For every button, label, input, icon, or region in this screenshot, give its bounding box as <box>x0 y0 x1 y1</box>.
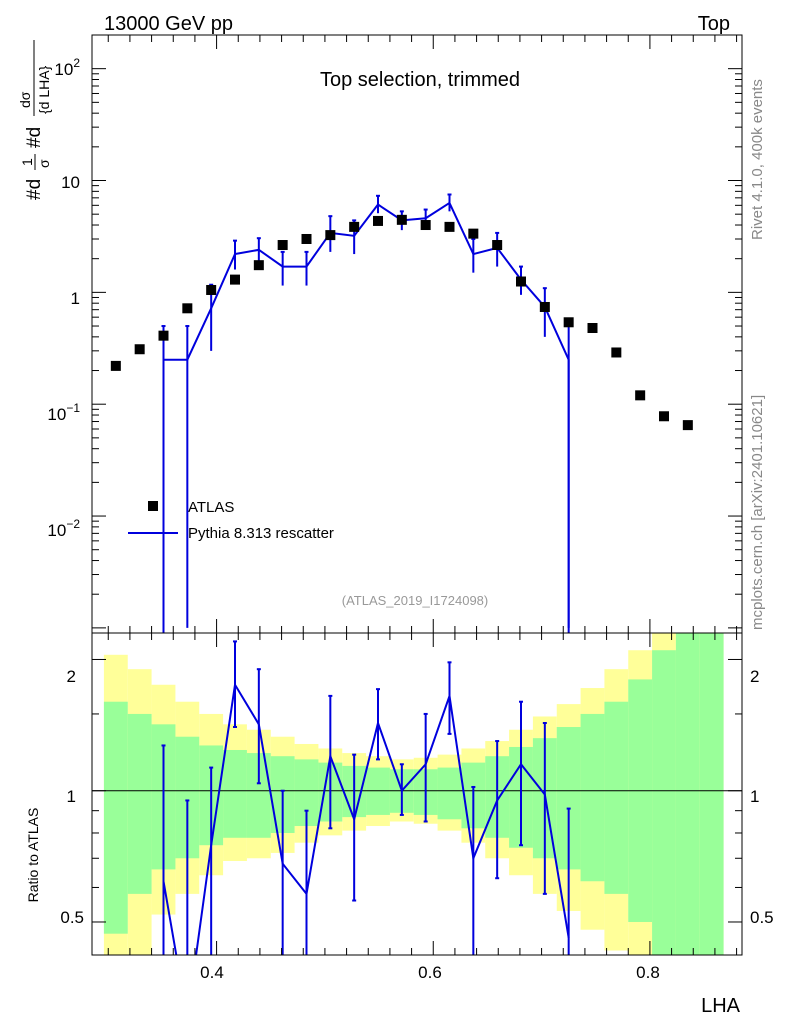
band-inner-bin <box>699 633 724 955</box>
ratio-series <box>161 640 571 955</box>
band-inner-bin <box>127 713 152 894</box>
atlas-data-point <box>659 411 669 422</box>
top-ylabel: #d 1 σ #d dσ {d LHA} <box>17 40 52 200</box>
pythia-series-line <box>162 201 570 633</box>
ratio-ytick-label: 1 <box>67 787 76 806</box>
atlas-data-point <box>444 221 455 232</box>
atlas-data-point <box>635 390 646 401</box>
atlas-data-point <box>396 214 407 225</box>
band-inner-bin <box>246 753 271 838</box>
band-inner-bin <box>604 701 629 894</box>
atlas-data-point <box>373 215 383 226</box>
ylabel-frac2-num: dσ <box>17 91 33 108</box>
band-inner-bin <box>437 767 462 820</box>
ylabel-frac2-den: {d LHA} <box>36 65 52 114</box>
ylabel-d2: #d <box>24 127 45 148</box>
atlas-data-point <box>563 317 574 328</box>
energy-label: 13000 GeV pp <box>104 13 233 35</box>
band-inner-bin <box>294 759 319 827</box>
bottom-frame <box>91 632 743 956</box>
band-inner-bin <box>103 701 128 934</box>
ytick-label: 1 <box>71 289 80 308</box>
ratio-ytick-label-right: 1 <box>750 787 759 806</box>
atlas-data-point <box>468 228 479 239</box>
band-inner-bin <box>628 679 653 922</box>
ytick-label: 10 <box>61 173 80 192</box>
atlas-data-point <box>587 323 598 334</box>
xtick-label: 0.8 <box>636 963 660 982</box>
legend-pythia-label: Pythia 8.313 rescatter <box>188 525 334 542</box>
ytick-label: 102 <box>54 56 80 79</box>
ylabel-frac1-den: σ <box>36 159 52 168</box>
side-label-bottom: mcplots.cern.ch [arXiv:2401.10621] <box>749 395 766 630</box>
atlas-data-point <box>325 230 336 241</box>
atlas-data-point <box>516 276 526 287</box>
x-axis-label: LHA <box>701 995 741 1017</box>
ylabel-d1: #d <box>24 179 45 200</box>
band-inner-bin <box>580 713 605 882</box>
band-inner-bin <box>652 650 676 955</box>
atlas-data-point <box>110 360 121 371</box>
atlas-data-point <box>539 301 550 312</box>
band-inner-bin <box>223 749 247 838</box>
atlas-data-point <box>492 240 503 251</box>
ratio-ytick-label-right: 2 <box>750 667 759 686</box>
atlas-data-point <box>230 274 240 285</box>
xtick-label: 0.6 <box>418 963 442 982</box>
watermark: (ATLAS_2019_I1724098) <box>342 593 488 608</box>
atlas-data-point <box>206 284 217 295</box>
ytick-label: 10−2 <box>47 517 80 540</box>
atlas-data-point <box>301 233 312 244</box>
band-inner-bin <box>556 727 581 870</box>
xtick-label: 0.4 <box>200 963 224 982</box>
process-label: Top <box>698 13 730 35</box>
atlas-data-point <box>134 344 145 355</box>
legend-atlas-marker <box>148 501 158 511</box>
atlas-data-point <box>682 420 693 431</box>
ratio-ytick-label: 0.5 <box>60 908 84 927</box>
ratio-bands <box>92 633 742 955</box>
atlas-data-point <box>253 260 264 271</box>
band-inner-bin <box>175 736 200 859</box>
band-inner-bin <box>366 767 390 815</box>
top-ytick-labels: 102 10 1 10−1 10−2 <box>47 56 80 540</box>
atlas-data-point <box>277 240 288 251</box>
ratio-series-line <box>162 681 570 955</box>
side-label-top: Rivet 4.1.0, 400k events <box>749 79 766 240</box>
ratio-ytick-label-right: 0.5 <box>750 908 774 927</box>
legend-atlas-label: ATLAS <box>188 499 234 516</box>
atlas-data-point <box>182 303 193 314</box>
ytick-label: 10−1 <box>47 401 80 424</box>
atlas-data-point <box>611 347 622 358</box>
atlas-data-point <box>420 220 431 231</box>
top-frame <box>91 34 743 634</box>
band-inner-bin <box>675 633 700 955</box>
atlas-data-point <box>349 221 360 232</box>
ratio-ytick-label: 2 <box>67 667 76 686</box>
ylabel-frac1-num: 1 <box>19 158 35 166</box>
plot-title: Top selection, trimmed <box>320 69 520 91</box>
ratio-ylabel: Ratio to ATLAS <box>25 808 41 903</box>
atlas-data-point <box>158 330 169 341</box>
axes <box>91 34 743 956</box>
top-series <box>110 193 693 633</box>
